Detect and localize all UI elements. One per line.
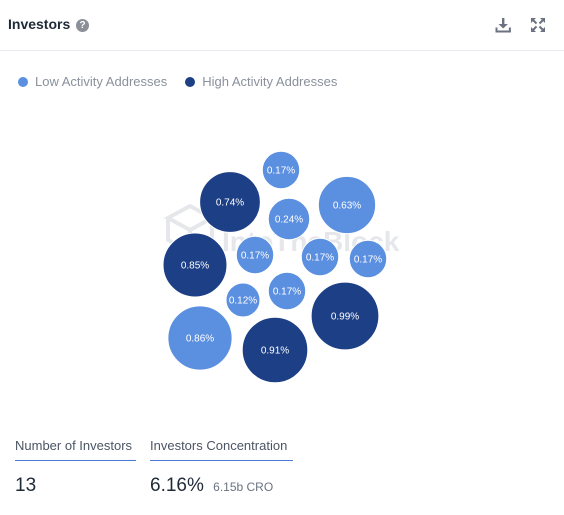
bubble-label-3: 0.24% bbox=[275, 215, 303, 226]
download-icon bbox=[495, 18, 511, 33]
bubble-chart: IntoTheBlock 0.17%0.74%0.24%0.63%0.85%0.… bbox=[162, 150, 400, 384]
bubble-4[interactable] bbox=[317, 175, 377, 235]
bubble-1[interactable] bbox=[261, 150, 301, 190]
bubble-8[interactable] bbox=[348, 239, 388, 279]
legend-dot-low-activity bbox=[18, 76, 28, 87]
expand-button[interactable] bbox=[528, 15, 548, 35]
bubble-label-1: 0.17% bbox=[267, 166, 295, 177]
bubble-label-7: 0.17% bbox=[306, 253, 334, 264]
widget-title: Investors bbox=[8, 16, 71, 32]
bubble-label-13: 0.91% bbox=[261, 346, 289, 357]
stat-investors-concentration: Investors Concentration 6.16% 6.15b CRO bbox=[150, 438, 293, 497]
bubble-9[interactable] bbox=[225, 282, 261, 318]
bubble-label-5: 0.85% bbox=[181, 261, 209, 272]
stat-label-investors: Number of Investors bbox=[15, 438, 136, 461]
stat-value-concentration: 6.16% bbox=[150, 475, 204, 496]
bubble-label-4: 0.63% bbox=[333, 201, 361, 212]
bubble-10[interactable] bbox=[267, 271, 307, 311]
legend-item-low-activity[interactable]: Low Activity Addresses bbox=[18, 74, 167, 89]
bubble-label-2: 0.74% bbox=[216, 198, 244, 209]
stat-sub-concentration: 6.15b CRO bbox=[213, 480, 274, 494]
bubble-label-12: 0.86% bbox=[186, 334, 214, 345]
legend-dot-high-activity bbox=[185, 76, 196, 87]
stat-number-of-investors: Number of Investors 13 bbox=[15, 438, 136, 497]
bubble-12[interactable] bbox=[167, 305, 233, 371]
stat-label-concentration: Investors Concentration bbox=[150, 438, 293, 461]
download-button[interactable] bbox=[493, 15, 513, 35]
bubble-3[interactable] bbox=[267, 197, 311, 241]
bubble-13[interactable] bbox=[241, 316, 309, 384]
bubbles-group: 0.17% 0.74% 0.24% 0.63% 0.85% 0.17% 0.17% 0.17%… bbox=[162, 150, 388, 384]
stat-value-concentration-row: 6.16% 6.15b CRO bbox=[150, 475, 293, 497]
bubble-label-9: 0.12% bbox=[229, 296, 257, 307]
widget-header: Investors ? bbox=[0, 0, 564, 51]
bubble-7[interactable] bbox=[300, 237, 340, 277]
expand-arrows-icon bbox=[531, 18, 545, 32]
bubble-5[interactable] bbox=[162, 232, 228, 298]
bubble-11[interactable] bbox=[310, 281, 380, 351]
bubble-label-6: 0.17% bbox=[241, 251, 269, 262]
bubble-label-11: 0.99% bbox=[331, 312, 359, 323]
bubble-2[interactable] bbox=[199, 171, 261, 233]
legend-label-low-activity: Low Activity Addresses bbox=[35, 74, 168, 89]
question-circle-icon[interactable]: ? bbox=[76, 19, 89, 32]
chart-legend: Low Activity Addresses High Activity Add… bbox=[18, 74, 355, 89]
bubble-label-8: 0.17% bbox=[354, 255, 382, 266]
legend-item-high-activity[interactable]: High Activity Addresses bbox=[185, 74, 337, 89]
stat-value-investors: 13 bbox=[15, 475, 37, 496]
bubble-6[interactable] bbox=[235, 235, 275, 275]
legend-label-high-activity: High Activity Addresses bbox=[202, 74, 338, 89]
bubble-label-10: 0.17% bbox=[273, 287, 301, 298]
